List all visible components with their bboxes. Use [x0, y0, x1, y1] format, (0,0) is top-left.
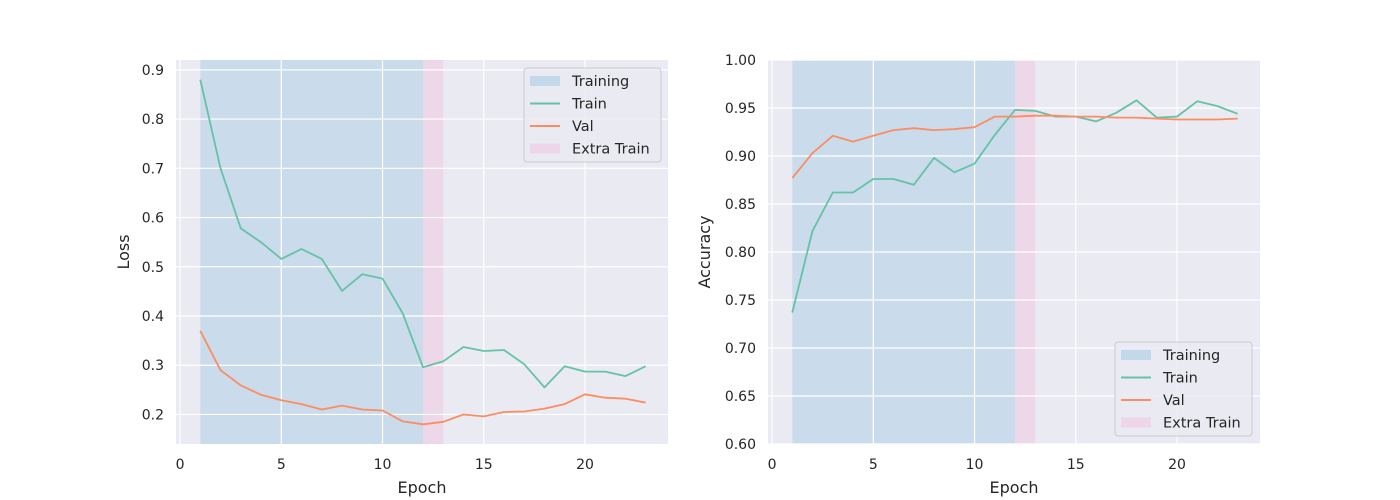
x-tick-label: 15 [475, 457, 493, 473]
y-tick-label: 0.5 [142, 260, 164, 276]
legend-entry: Val [1163, 393, 1185, 409]
x-tick-label: 20 [1168, 457, 1186, 473]
y-tick-label: 0.2 [142, 407, 164, 423]
x-tick-label: 0 [768, 457, 777, 473]
legend-swatch [530, 143, 560, 154]
legend: Training Train Val Extra Train [523, 67, 662, 163]
y-tick-label: 0.95 [725, 101, 756, 117]
y-tick-label: 1.00 [725, 53, 756, 69]
series-line-val [791, 114, 1238, 179]
series-line-train [199, 79, 647, 389]
x-axis-label: Epoch [398, 478, 447, 497]
series-line-train [791, 99, 1239, 313]
legend-entry: Val [572, 119, 594, 135]
span-training [200, 60, 424, 444]
legend-entry: Extra Train [1163, 416, 1241, 432]
legend-entry: Train [1162, 371, 1198, 387]
legend-entry: Extra Train [572, 142, 650, 158]
legend-entry: Train [571, 97, 607, 113]
accuracy-chart: 0 5 10 15 20 0.60 0.65 0.70 0.75 0.80 0.85 0.90 0.95… [695, 53, 1260, 497]
x-tick-label: 20 [576, 457, 594, 473]
loss-chart: 0 5 10 15 20 0.2 0.3 0.4 0.5 0.6 0.7 0.8 0.9 Epoch Los… [114, 60, 668, 497]
y-tick-label: 0.70 [725, 341, 756, 357]
y-tick-label: 0.75 [725, 293, 756, 309]
y-tick-label: 0.85 [725, 197, 756, 213]
legend-swatch [1121, 350, 1151, 360]
x-tick-label: 10 [966, 457, 984, 473]
x-tick-label: 15 [1067, 457, 1085, 473]
legend-entry: Training [571, 74, 629, 90]
y-axis-label: Loss [114, 234, 133, 269]
span-extra-train [423, 60, 444, 444]
x-tick-label: 10 [374, 457, 392, 473]
y-tick-label: 0.3 [142, 358, 164, 374]
legend-swatch [530, 76, 560, 86]
legend-entry: Training [1162, 348, 1220, 364]
series-line-val [199, 330, 646, 426]
y-tick-label: 0.9 [142, 63, 164, 79]
x-axis-label: Epoch [990, 478, 1039, 497]
legend: Training Train Val Extra Train [1114, 341, 1253, 437]
y-tick-label: 0.6 [142, 211, 164, 227]
y-axis-label: Accuracy [695, 215, 714, 288]
x-tick-label: 5 [869, 457, 878, 473]
legend-swatch [1121, 417, 1151, 428]
y-tick-label: 0.60 [725, 437, 756, 453]
y-tick-label: 0.65 [725, 389, 756, 405]
legend-box [523, 67, 662, 163]
legend-box [1114, 341, 1253, 437]
y-tick-label: 0.80 [725, 245, 756, 261]
y-tick-label: 0.90 [725, 149, 756, 165]
y-tick-label: 0.7 [142, 161, 164, 177]
y-tick-label: 0.8 [142, 112, 164, 128]
x-tick-label: 5 [277, 457, 286, 473]
y-tick-label: 0.4 [142, 309, 164, 325]
x-tick-label: 0 [176, 457, 185, 473]
